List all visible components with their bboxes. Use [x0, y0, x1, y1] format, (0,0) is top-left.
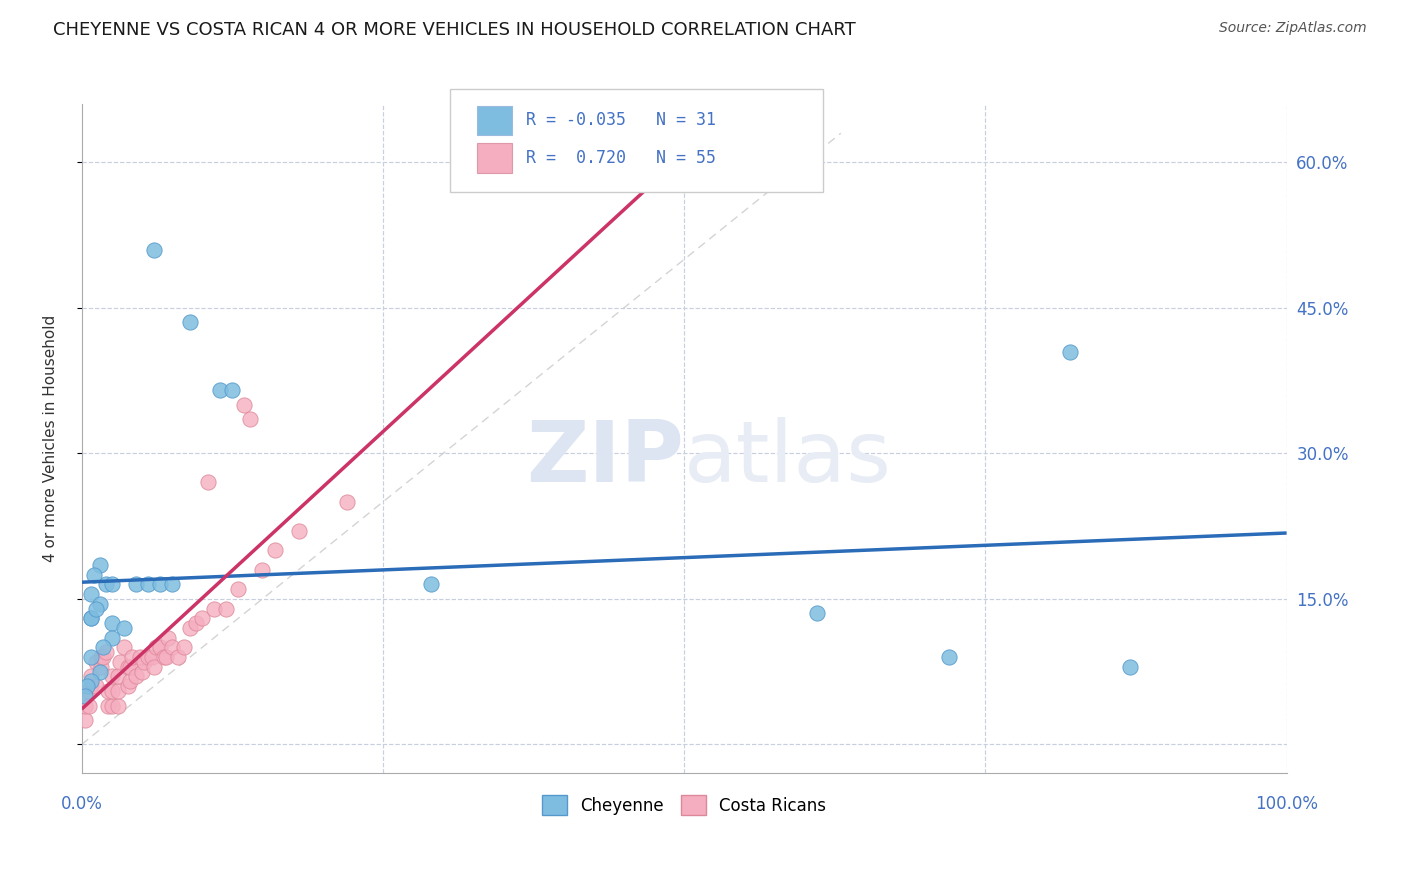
Point: [107, 698, 129, 713]
Point: [202, 601, 225, 615]
Point: [263, 543, 285, 558]
Point: [101, 577, 124, 591]
Point: [160, 577, 183, 591]
Point: [118, 659, 141, 673]
Point: [221, 384, 243, 398]
Point: [149, 577, 172, 591]
Point: [77, 684, 100, 698]
Point: [125, 669, 148, 683]
Point: [80, 679, 103, 693]
Point: [157, 631, 180, 645]
Point: [191, 611, 214, 625]
Point: [420, 577, 443, 591]
Point: [101, 684, 124, 698]
Point: [101, 698, 124, 713]
Point: [80, 587, 103, 601]
Point: [287, 524, 309, 538]
Point: [136, 577, 159, 591]
Point: [149, 640, 172, 655]
Text: ZIP: ZIP: [526, 417, 685, 500]
Point: [152, 650, 174, 665]
Point: [80, 669, 103, 683]
Point: [89, 558, 111, 572]
Point: [1119, 659, 1142, 673]
Text: CHEYENNE VS COSTA RICAN 4 OR MORE VEHICLES IN HOUSEHOLD CORRELATION CHART: CHEYENNE VS COSTA RICAN 4 OR MORE VEHICL…: [53, 21, 856, 39]
Point: [93, 650, 115, 665]
Point: [75, 713, 97, 727]
Text: R = -0.035   N = 31: R = -0.035 N = 31: [526, 112, 716, 129]
Y-axis label: 4 or more Vehicles in Household: 4 or more Vehicles in Household: [44, 315, 58, 563]
Point: [118, 674, 141, 689]
Point: [90, 650, 112, 665]
Point: [84, 679, 107, 693]
Point: [128, 650, 150, 665]
Point: [80, 650, 103, 665]
Point: [80, 674, 103, 689]
Text: 0.0%: 0.0%: [60, 795, 103, 813]
Point: [239, 412, 262, 426]
Point: [173, 640, 195, 655]
Point: [121, 650, 143, 665]
Point: [134, 655, 156, 669]
Point: [107, 684, 129, 698]
Point: [97, 698, 120, 713]
Point: [94, 577, 117, 591]
Point: [89, 597, 111, 611]
Point: [117, 679, 139, 693]
Point: [83, 567, 105, 582]
Text: 100.0%: 100.0%: [1256, 795, 1317, 813]
Point: [112, 640, 135, 655]
Point: [1059, 344, 1081, 359]
Point: [101, 631, 124, 645]
Point: [336, 495, 359, 509]
Text: atlas: atlas: [685, 417, 893, 500]
Point: [145, 640, 167, 655]
Point: [125, 577, 148, 591]
Point: [143, 243, 166, 257]
Point: [75, 698, 97, 713]
Point: [233, 398, 256, 412]
Point: [186, 616, 208, 631]
Point: [80, 611, 103, 625]
Point: [89, 665, 111, 679]
Point: [209, 384, 232, 398]
Point: [806, 607, 828, 621]
Point: [117, 659, 139, 673]
Point: [228, 582, 250, 596]
Legend: Cheyenne, Costa Ricans: Cheyenne, Costa Ricans: [536, 789, 832, 822]
Point: [90, 659, 112, 673]
Point: [97, 684, 120, 698]
Point: [252, 563, 274, 577]
Point: [136, 650, 159, 665]
Point: [160, 640, 183, 655]
Point: [143, 659, 166, 673]
Point: [155, 650, 177, 665]
Point: [77, 698, 100, 713]
Point: [80, 611, 103, 625]
Point: [197, 475, 219, 490]
Point: [75, 689, 97, 703]
Point: [215, 601, 238, 615]
Point: [938, 650, 960, 665]
Point: [94, 645, 117, 659]
Point: [141, 650, 163, 665]
Point: [167, 650, 190, 665]
Text: R =  0.720   N = 55: R = 0.720 N = 55: [526, 149, 716, 167]
Point: [101, 669, 124, 683]
Point: [101, 616, 124, 631]
Point: [131, 665, 153, 679]
Text: Source: ZipAtlas.com: Source: ZipAtlas.com: [1219, 21, 1367, 36]
Point: [84, 655, 107, 669]
Point: [107, 669, 129, 683]
Point: [179, 621, 201, 635]
Point: [112, 621, 135, 635]
Point: [93, 640, 115, 655]
Point: [84, 601, 107, 615]
Point: [110, 655, 132, 669]
Point: [179, 315, 201, 329]
Point: [76, 679, 98, 693]
